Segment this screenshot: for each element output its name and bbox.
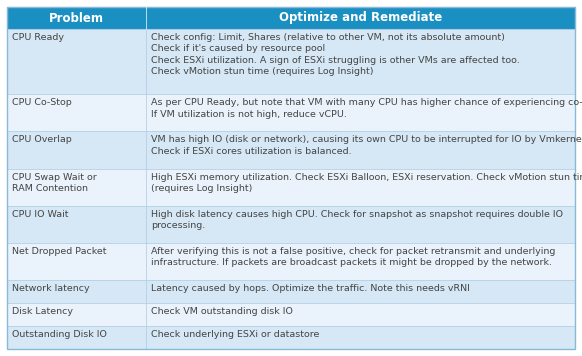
Text: Net Dropped Packet: Net Dropped Packet	[12, 247, 107, 256]
Text: Network latency: Network latency	[12, 284, 90, 293]
Text: Optimize and Remediate: Optimize and Remediate	[279, 11, 442, 25]
Bar	[7, 206, 146, 243]
Bar	[7, 94, 146, 131]
Bar	[7, 326, 146, 349]
Text: Check config: Limit, Shares (relative to other VM, not its absolute amount)
Chec: Check config: Limit, Shares (relative to…	[151, 33, 520, 76]
Bar	[7, 303, 146, 326]
Text: VM has high IO (disk or network), causing its own CPU to be interrupted for IO b: VM has high IO (disk or network), causin…	[151, 135, 582, 156]
Bar	[7, 29, 146, 94]
Text: CPU Swap Wait or
RAM Contention: CPU Swap Wait or RAM Contention	[12, 173, 97, 193]
Text: Latency caused by hops. Optimize the traffic. Note this needs vRNI: Latency caused by hops. Optimize the tra…	[151, 284, 470, 293]
Bar	[146, 131, 575, 168]
Text: CPU Ready: CPU Ready	[12, 33, 64, 42]
Bar	[146, 243, 575, 280]
Text: CPU Co-Stop: CPU Co-Stop	[12, 98, 72, 107]
Bar	[146, 303, 575, 326]
Bar	[146, 168, 575, 206]
Text: CPU Overlap: CPU Overlap	[12, 135, 72, 145]
Bar	[146, 94, 575, 131]
Bar	[146, 206, 575, 243]
Bar	[7, 243, 146, 280]
Bar	[7, 7, 575, 29]
Text: Check underlying ESXi or datastore: Check underlying ESXi or datastore	[151, 330, 320, 339]
Bar	[7, 168, 146, 206]
Bar	[7, 280, 146, 303]
Bar	[146, 29, 575, 94]
Text: As per CPU Ready, but note that VM with many CPU has higher chance of experienci: As per CPU Ready, but note that VM with …	[151, 98, 582, 119]
Text: Outstanding Disk IO: Outstanding Disk IO	[12, 330, 107, 339]
Bar	[7, 131, 146, 168]
Text: High disk latency causes high CPU. Check for snapshot as snapshot requires doubl: High disk latency causes high CPU. Check…	[151, 210, 563, 230]
Text: Disk Latency: Disk Latency	[12, 307, 73, 316]
Bar	[146, 326, 575, 349]
Text: CPU IO Wait: CPU IO Wait	[12, 210, 69, 219]
Bar	[146, 280, 575, 303]
Text: High ESXi memory utilization. Check ESXi Balloon, ESXi reservation. Check vMotio: High ESXi memory utilization. Check ESXi…	[151, 173, 582, 193]
Text: After verifying this is not a false positive, check for packet retransmit and un: After verifying this is not a false posi…	[151, 247, 556, 267]
Text: Problem: Problem	[49, 11, 104, 25]
Text: Check VM outstanding disk IO: Check VM outstanding disk IO	[151, 307, 293, 316]
